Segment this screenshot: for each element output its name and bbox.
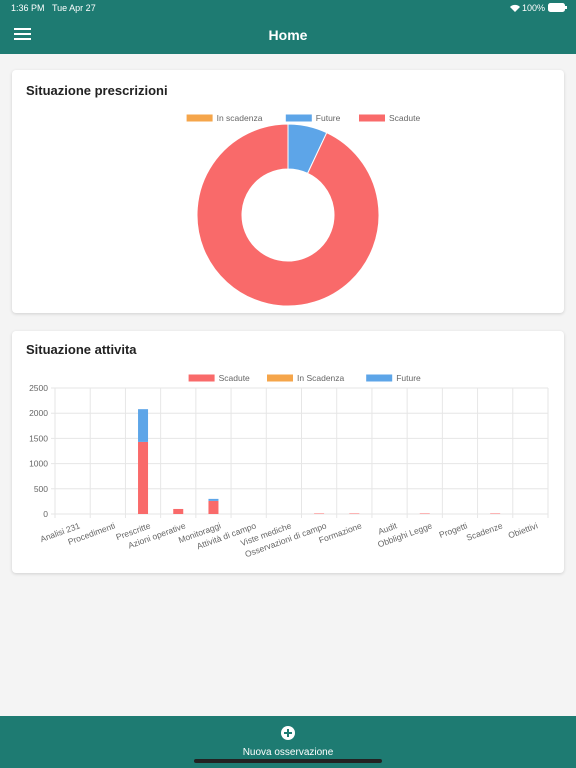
y-tick-label: 1000 [29,459,48,469]
legend-swatch [188,374,215,382]
bar-segment [138,441,149,514]
legend-swatch [267,374,293,382]
y-tick-label: 2000 [29,408,48,418]
legend-label: In Scadenza [297,373,345,383]
y-tick-label: 500 [34,484,48,494]
bar-segment [208,500,219,514]
card: Situazione prescrizioni In scadenza Future… [12,70,564,313]
battery-icon [548,3,567,12]
legend-swatch [359,114,385,122]
menu-button[interactable] [14,28,32,42]
bottom-bar: Nuova osservazione [0,716,576,768]
new-observation-button[interactable]: Nuova osservazione [188,724,388,760]
x-tick-label: Scadenze [465,520,504,542]
x-tick-label: Progetti [438,520,469,539]
legend-swatch [186,114,213,122]
card: Situazione attivita Scadute In Scadenza Fut… [12,331,564,573]
status-bar: 1:36 PM Tue Apr 27 100% [0,0,576,16]
bar-segment [314,513,325,514]
bar-segment [208,498,219,501]
y-tick-label: 0 [43,509,48,519]
bar-segment [349,513,360,514]
legend-swatch [285,114,312,122]
y-tick-label: 1500 [29,433,48,443]
home-indicator [194,759,382,763]
battery-label: 100% [522,3,546,13]
legend-label: Scadute [219,373,250,383]
legend-label: Scadute [389,113,420,123]
doughnut-chart: Situazione prescrizioni In scadenza Future… [26,83,420,307]
card-title: Situazione prescrizioni [26,83,168,98]
button-label: Nuova osservazione [242,747,334,758]
legend-label: Future [396,373,421,383]
date: Tue Apr 27 [52,3,96,13]
legend-label: Future [316,113,341,123]
bar-segment [419,513,430,514]
legend-swatch [366,374,393,382]
card-title: Situazione attivita [26,342,137,357]
time: 1:36 PM [11,3,45,13]
app-bar: Home [0,16,576,54]
bar-chart: Situazione attivita Scadute In Scadenza Fut… [26,342,549,559]
bar-segment [490,513,501,514]
bar-segment [138,409,149,442]
legend-label: In scadenza [217,113,263,123]
x-tick-label: Obiettivi [507,520,539,540]
wifi-icon [510,4,520,12]
y-tick-label: 2500 [29,383,48,393]
bar-segment [173,508,184,514]
plus-icon [281,726,295,740]
page-title: Home [268,27,308,43]
doughnut-segment [196,123,380,307]
